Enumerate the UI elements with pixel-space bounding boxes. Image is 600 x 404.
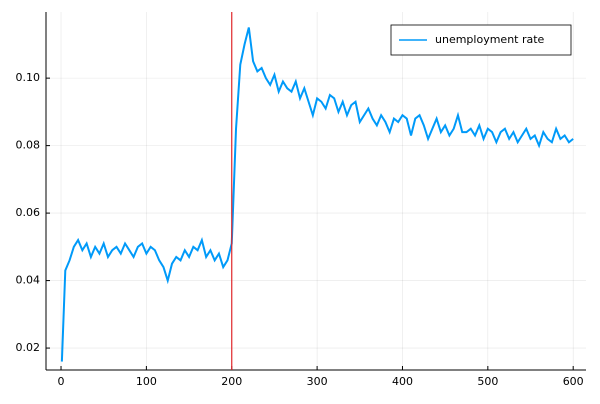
x-tick-label: 500 xyxy=(477,375,498,388)
x-tick-label: 0 xyxy=(58,375,65,388)
data-line xyxy=(60,27,574,362)
x-tick-label: 200 xyxy=(221,375,242,388)
y-tick-label: 0.10 xyxy=(16,71,41,84)
y-tick-label: 0.04 xyxy=(16,274,41,287)
y-tick-label: 0.06 xyxy=(16,206,41,219)
x-tick-label: 300 xyxy=(307,375,328,388)
x-tick-label: 100 xyxy=(136,375,157,388)
y-tick-label: 0.02 xyxy=(16,341,41,354)
x-tick-label: 600 xyxy=(563,375,584,388)
legend-label: unemployment rate xyxy=(435,33,545,46)
x-tick-label: 400 xyxy=(392,375,413,388)
y-tick-label: 0.08 xyxy=(16,139,41,152)
